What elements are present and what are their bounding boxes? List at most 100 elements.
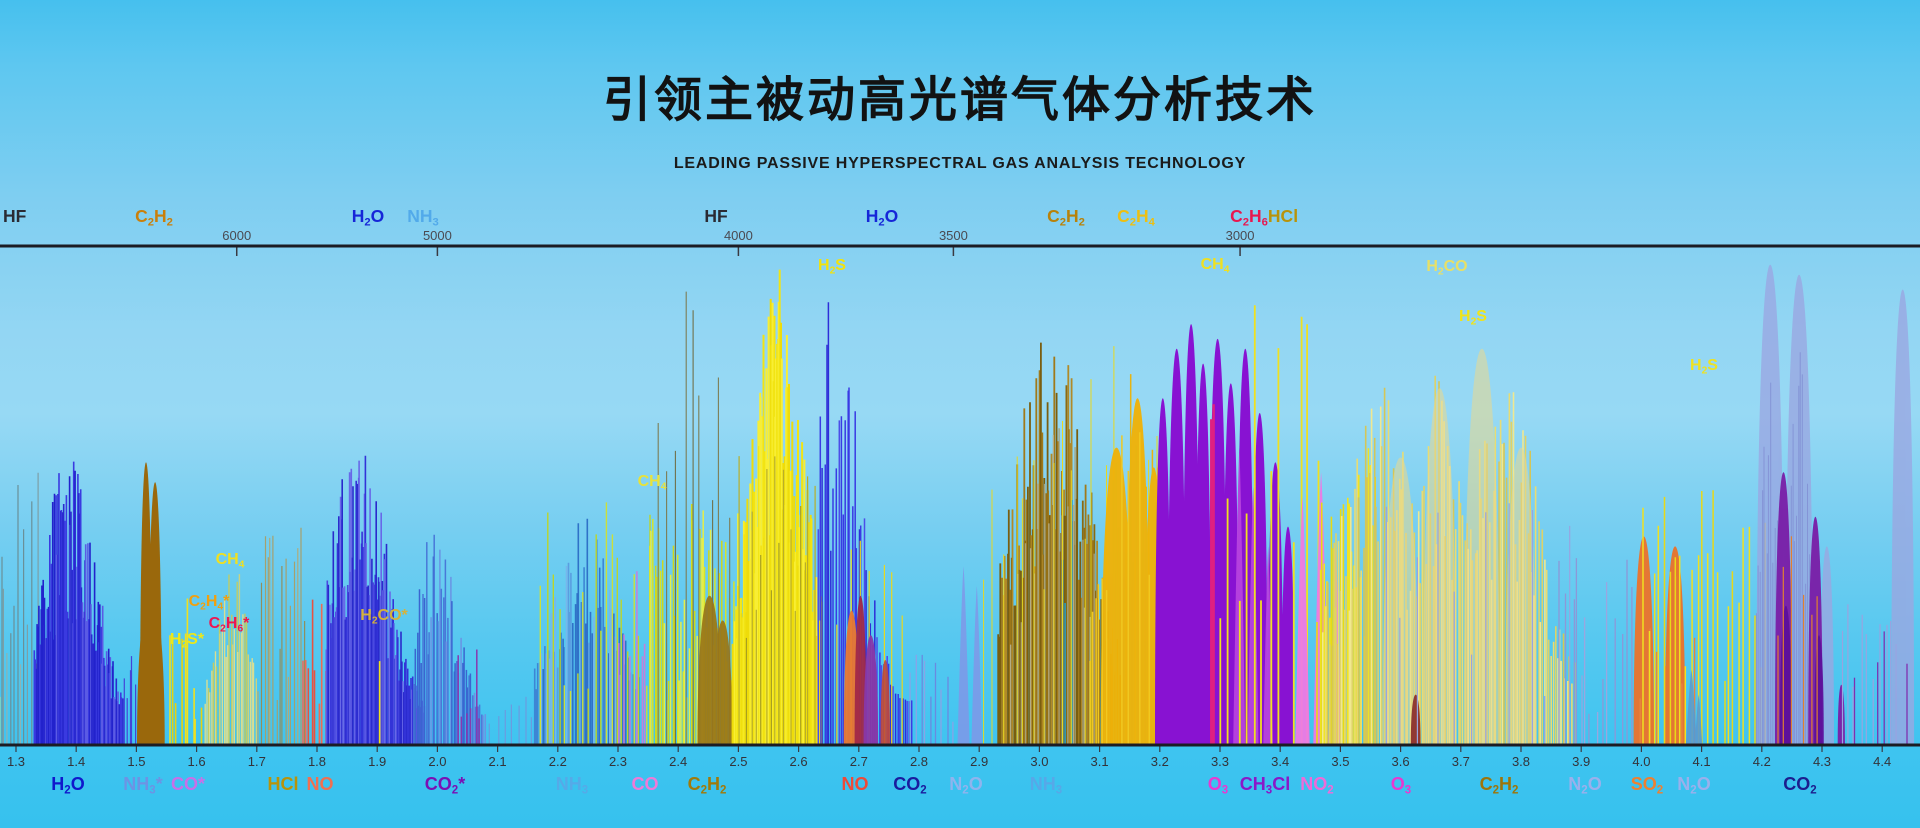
band-C2H2 xyxy=(697,595,733,744)
wavelength-tick-label: 1.9 xyxy=(368,754,386,769)
band-NO xyxy=(863,635,879,744)
wavelength-tick-label: 1.5 xyxy=(127,754,145,769)
gas-label-mid: H2CO* xyxy=(360,607,408,627)
wavelength-tick-label: 2.2 xyxy=(549,754,567,769)
band-H2CO xyxy=(1382,348,1537,744)
gas-label-top: HCl xyxy=(1268,206,1298,226)
band-CO2* xyxy=(457,649,480,744)
gas-label-bottom: N2O xyxy=(1677,774,1710,797)
wavelength-tick-label: 2.5 xyxy=(729,754,747,769)
band-H2S xyxy=(738,456,816,744)
band-CH3Cl xyxy=(1155,324,1295,744)
gas-label-bottom: SO2 xyxy=(1631,774,1663,797)
gas-label-mid: H2S xyxy=(818,257,846,277)
gas-label-mid: H2S* xyxy=(170,631,205,651)
gas-label-mid: CH4 xyxy=(216,551,245,571)
gas-label-bottom: CO2 xyxy=(1783,774,1816,797)
gas-label-bottom: NH3 xyxy=(556,774,588,797)
gas-label-bottom: CO2 xyxy=(893,774,926,797)
gas-label-top: C2H2 xyxy=(1047,206,1085,229)
band-CO2 xyxy=(1777,536,1818,744)
wavelength-tick-label: 3.9 xyxy=(1572,754,1590,769)
band-CO2 xyxy=(909,654,954,744)
wavenumber-tick-label: 6000 xyxy=(222,228,251,243)
wavelength-tick-label: 3.5 xyxy=(1331,754,1349,769)
gas-label-mid: C2H4* xyxy=(189,593,231,613)
band-CO2 xyxy=(1853,631,1908,744)
wavelength-tick-label: 2.0 xyxy=(428,754,446,769)
wavelength-tick-label: 1.4 xyxy=(67,754,85,769)
wavelength-tick-label: 2.1 xyxy=(489,754,507,769)
gas-label-mid: C2H6* xyxy=(209,615,251,635)
gas-label-mid: H2CO xyxy=(1426,258,1467,278)
wavenumber-tick-label: 3500 xyxy=(939,228,968,243)
wavenumber-tick-label: 4000 xyxy=(724,228,753,243)
band-CH4 xyxy=(204,574,257,744)
top-axis: 6000 5000 4000 3500 3000 HF C2H2 H2O NH3 HF H2O C2H… xyxy=(0,206,1920,256)
band-N2O xyxy=(1685,669,1703,744)
band-SO2 xyxy=(1633,536,1686,744)
gas-label-bottom: CH3Cl xyxy=(1240,774,1290,797)
band-CO2* xyxy=(488,696,533,744)
band-NH3 xyxy=(533,518,640,744)
gas-label-bottom: CO* xyxy=(171,774,205,794)
spectral-bands xyxy=(0,264,1915,744)
gas-label-bottom: NH3 xyxy=(1030,774,1062,797)
wavelength-tick-label: 2.3 xyxy=(609,754,627,769)
wavelength-tick-label: 2.7 xyxy=(850,754,868,769)
gas-label-bottom: NO2 xyxy=(1300,774,1333,797)
wavelength-tick-label: 2.6 xyxy=(790,754,808,769)
gas-label-bottom: H2O xyxy=(51,774,84,797)
gas-label-bottom: HCl xyxy=(268,774,299,794)
gas-label-top: C2H6 xyxy=(1230,206,1268,229)
wavelength-tick-label: 3.2 xyxy=(1151,754,1169,769)
page-subtitle: LEADING PASSIVE HYPERSPECTRAL GAS ANALYS… xyxy=(673,155,1247,172)
gas-label-top: NH3 xyxy=(407,206,439,229)
wavelength-tick-label: 2.9 xyxy=(970,754,988,769)
gas-label-mid: CH4 xyxy=(638,473,667,493)
wavelength-tick-label: 4.3 xyxy=(1813,754,1831,769)
wavelength-tick-label: 2.8 xyxy=(910,754,928,769)
gas-label-bottom: NO xyxy=(307,774,334,794)
wavelength-tick-label: 3.6 xyxy=(1392,754,1410,769)
band-H2O xyxy=(33,461,124,744)
wavelength-tick-label: 3.8 xyxy=(1512,754,1530,769)
gas-label-top: H2O xyxy=(352,206,385,229)
wavelength-tick-label: 1.6 xyxy=(188,754,206,769)
wavelength-tick-label: 4.4 xyxy=(1873,754,1891,769)
gas-labels-mid: H2S CH4 H2CO H2S H2S CH4 CH4 C2H4*C2H6*H2S* H2CO… xyxy=(170,256,1718,651)
gas-label-bottom: NH3* xyxy=(123,774,162,797)
band-N2O xyxy=(1642,490,1766,744)
band-CO2 xyxy=(880,660,891,744)
wavelength-tick-label: 3.4 xyxy=(1271,754,1289,769)
gas-label-bottom: C2H2 xyxy=(1480,774,1519,797)
gas-label-mid: H2S xyxy=(1690,357,1718,377)
band-H2CO* xyxy=(325,455,426,744)
band-H2S xyxy=(1410,694,1421,744)
gas-label-bottom: N2O xyxy=(949,774,982,797)
gas-label-top: H2O xyxy=(866,206,899,229)
wavelength-tick-label: 3.3 xyxy=(1211,754,1229,769)
wavelength-tick-label: 1.8 xyxy=(308,754,326,769)
band-O3 xyxy=(1210,404,1215,744)
band-N2O xyxy=(1558,558,1633,744)
band-CO2* xyxy=(413,534,487,744)
wavelength-tick-label: 3.0 xyxy=(1030,754,1048,769)
wavenumber-tick-label: 3000 xyxy=(1226,228,1255,243)
wavelength-tick-label: 4.2 xyxy=(1753,754,1771,769)
wavelength-tick-label: 1.7 xyxy=(248,754,266,769)
gas-label-top: HF xyxy=(704,206,728,226)
wavelength-tick-label: 4.1 xyxy=(1693,754,1711,769)
gas-label-mid: CH4 xyxy=(1201,256,1230,276)
gas-label-mid: H2S xyxy=(1459,308,1487,328)
gas-label-bottom: NO xyxy=(842,774,869,794)
band-N2O xyxy=(1385,503,1583,744)
band-NO xyxy=(854,595,867,744)
band-H2O xyxy=(123,656,137,744)
gas-label-bottom: CO2* xyxy=(425,774,465,797)
wavelength-tick-label: 4.0 xyxy=(1632,754,1650,769)
wavelength-tick-label: 1.3 xyxy=(7,754,25,769)
band-NH3 xyxy=(1009,428,1109,744)
